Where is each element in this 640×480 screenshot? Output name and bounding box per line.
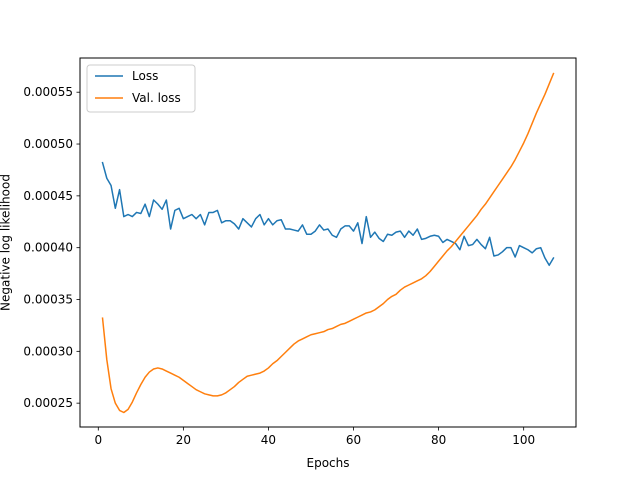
y-axis-label: Negative log likelihood	[0, 174, 13, 311]
y-tick-label: 0.00040	[23, 241, 73, 255]
series-line-val-loss	[101, 72, 555, 414]
axis-ticks: 0 20 40 60 80 100 0.00025 0.00030 0.00035 0.00040…	[23, 85, 535, 447]
y-tick-label: 0.00055	[23, 85, 73, 99]
plot-area	[101, 72, 555, 414]
x-axis-label: Epochs	[307, 456, 350, 470]
y-tick-label: 0.00025	[23, 396, 73, 410]
x-tick-label: 20	[176, 433, 191, 447]
axes-frame	[79, 57, 577, 428]
legend-label-loss: Loss	[132, 69, 158, 83]
legend: Loss Val. loss	[86, 64, 196, 113]
x-tick-label: 80	[431, 433, 446, 447]
x-tick-label: 60	[346, 433, 361, 447]
y-tick-label: 0.00045	[23, 189, 73, 203]
y-tick-label: 0.00030	[23, 344, 73, 358]
series-line-loss	[101, 161, 555, 267]
y-tick-label: 0.00035	[23, 293, 73, 307]
x-tick-label: 0	[94, 433, 102, 447]
x-tick-label: 100	[512, 433, 535, 447]
y-tick-label: 0.00050	[23, 137, 73, 151]
legend-label-val-loss: Val. loss	[132, 91, 181, 105]
x-tick-label: 40	[261, 433, 276, 447]
